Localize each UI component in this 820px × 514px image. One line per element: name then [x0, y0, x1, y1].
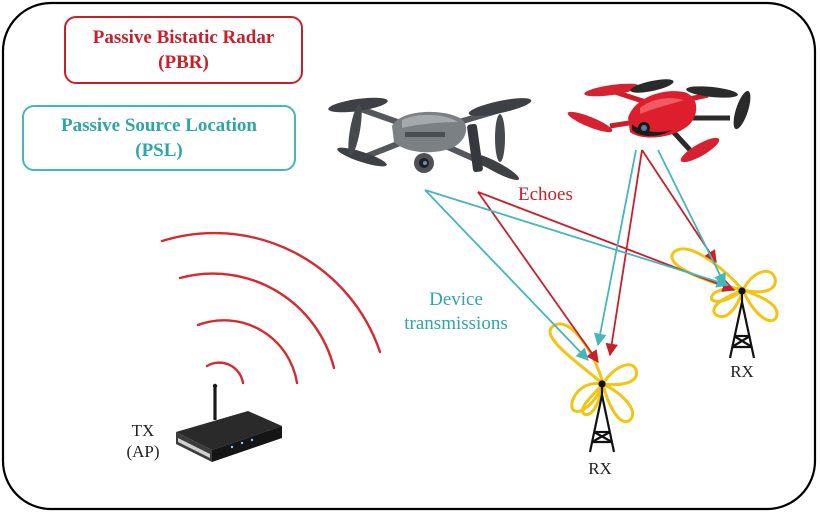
pbr-abbreviation: (PBR) — [158, 52, 209, 73]
tx-wave-arcs — [160, 231, 382, 385]
transmission-arrow-grey-to-rx2 — [424, 189, 730, 288]
wave-arc-2 — [196, 319, 299, 385]
device-transmissions-label: Device transmissions — [382, 288, 530, 336]
psl-abbreviation: (PSL) — [135, 140, 183, 161]
device-label-line1: Device — [429, 289, 483, 310]
transmission-arrow-red-to-rx2 — [657, 149, 726, 287]
tx-label-line2: (AP) — [126, 442, 160, 461]
device-label-line2: transmissions — [404, 313, 508, 334]
transmission-arrow-grey-to-rx1 — [424, 189, 589, 361]
quadcopter-grey-icon — [328, 97, 532, 180]
pbr-title: Passive Bistatic Radar — [92, 27, 275, 48]
wave-arc-3 — [178, 272, 336, 370]
transmission-arrow-red-to-rx1 — [593, 149, 637, 347]
wave-arc-4 — [160, 231, 382, 354]
quadcopter-red-icon — [567, 79, 751, 163]
antenna-tower-icon — [588, 380, 616, 453]
wave-arc-1 — [205, 361, 245, 385]
echoes-label: Echoes — [518, 184, 573, 205]
tx-label: TX (AP) — [112, 420, 174, 462]
device-transmission-arrows — [424, 149, 730, 361]
rx-label: RX — [730, 362, 754, 381]
psl-title: Passive Source Location — [61, 115, 257, 136]
echo-arrow-grey-to-rx1 — [477, 191, 599, 364]
pbr-legend-box: Passive Bistatic Radar (PBR) — [64, 16, 303, 84]
wifi-router-icon — [176, 383, 282, 462]
psl-legend-box: Passive Source Location (PSL) — [22, 105, 296, 171]
tx-label-line1: TX — [131, 421, 155, 440]
rx1-beam-lobes — [548, 322, 638, 424]
rx-label: RX — [588, 459, 612, 478]
antenna-tower-icon — [728, 287, 756, 359]
